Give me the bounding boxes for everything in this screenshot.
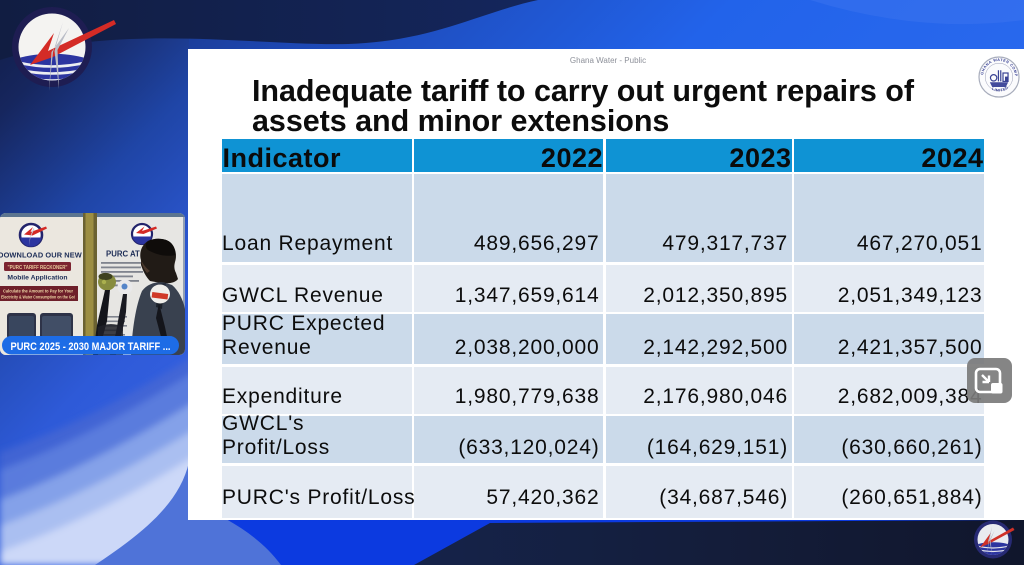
svg-text:Mobile Application: Mobile Application [7, 275, 67, 282]
svg-text:Calculate the Amount to Pay fo: Calculate the Amount to Pay for Your [3, 289, 73, 294]
svg-text:DOWNLOAD OUR NEW: DOWNLOAD OUR NEW [0, 251, 82, 260]
svg-text:"PURC TARIFF RECKONER": "PURC TARIFF RECKONER" [8, 265, 68, 271]
svg-text:PURC AT: PURC AT [106, 250, 140, 259]
svg-text:PURC 2025 - 2030 MAJOR TARIFF: PURC 2025 - 2030 MAJOR TARIFF ... [11, 341, 171, 353]
svg-text:LIMITED: LIMITED [991, 85, 1009, 92]
svg-text:Electricity & Water Consumptio: Electricity & Water Consumption on the G… [1, 295, 75, 300]
